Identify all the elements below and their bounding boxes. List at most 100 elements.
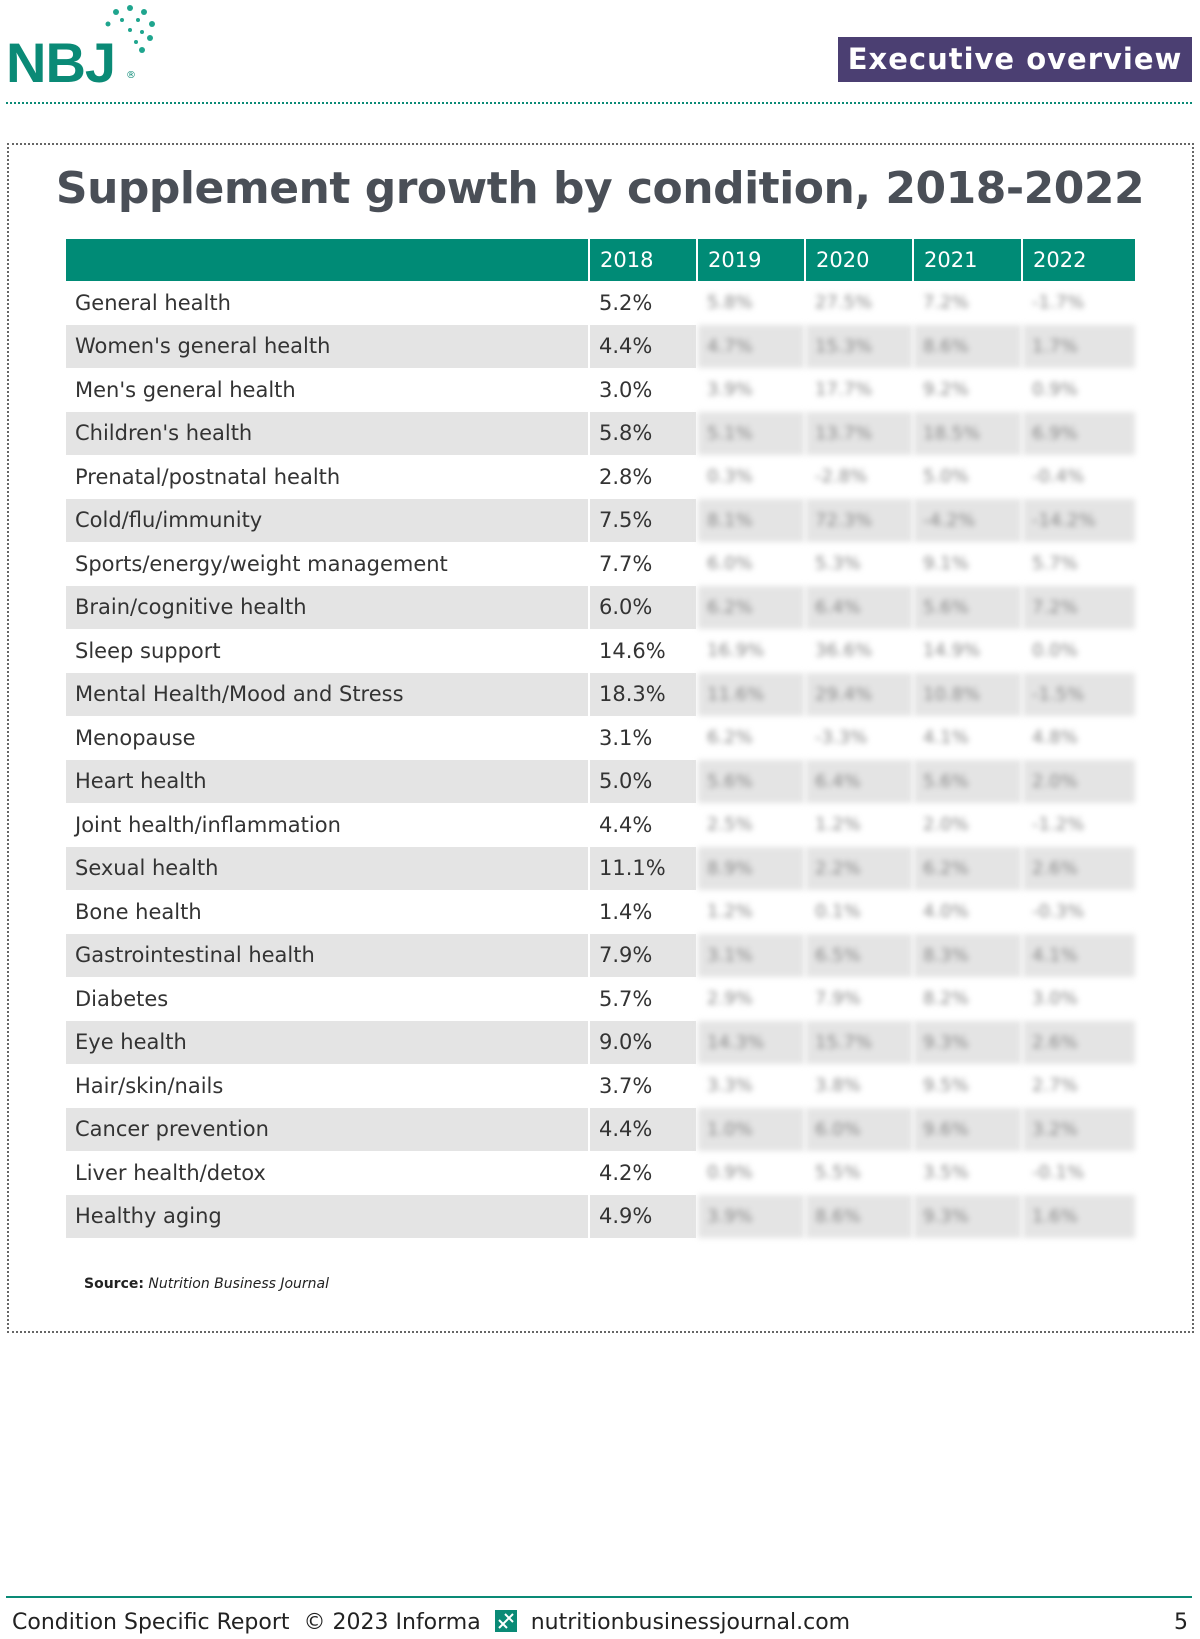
- cell-value: 16.9%: [697, 629, 806, 673]
- cell-value: 2.9%: [697, 977, 806, 1021]
- header-row: 2018 2019 2020 2021 2022: [66, 239, 1137, 281]
- footer-report: Condition Specific Report: [12, 1610, 290, 1635]
- cell-value: -0.4%: [1022, 455, 1137, 499]
- table-row: Bone health 1.4% 1.2% 0.1% 4.0% -0.3%: [66, 890, 1137, 934]
- cell-value: 2.5%: [697, 803, 806, 847]
- cell-value: 3.2%: [1022, 1107, 1137, 1151]
- cell-value: 8.1%: [697, 498, 806, 542]
- row-label: General health: [66, 281, 590, 325]
- cell-value: 5.0%: [589, 759, 698, 803]
- footer-line: [6, 1596, 1192, 1598]
- cell-value: 5.2%: [589, 281, 698, 325]
- row-label: Hair/skin/nails: [66, 1064, 590, 1108]
- divider: [6, 102, 1192, 104]
- cell-value: 4.4%: [589, 803, 698, 847]
- cell-value: 5.8%: [589, 411, 698, 455]
- row-label: Women's general health: [66, 324, 590, 368]
- cell-value: 18.5%: [913, 411, 1023, 455]
- cell-value: 3.7%: [589, 1064, 698, 1108]
- cell-value: 5.3%: [805, 542, 914, 586]
- cell-value: 0.1%: [805, 890, 914, 934]
- cell-value: 8.6%: [913, 324, 1023, 368]
- row-label: Menopause: [66, 716, 590, 760]
- cell-value: 4.0%: [913, 890, 1023, 934]
- cell-value: 4.1%: [1022, 933, 1137, 977]
- cell-value: 11.1%: [589, 846, 698, 890]
- row-label: Eye health: [66, 1020, 590, 1064]
- row-label: Cold/flu/immunity: [66, 498, 590, 542]
- cell-value: 2.0%: [1022, 759, 1137, 803]
- source-label: Source:: [84, 1276, 144, 1292]
- cell-value: 9.1%: [913, 542, 1023, 586]
- table-row: Eye health 9.0% 14.3% 15.7% 9.3% 2.6%: [66, 1020, 1137, 1064]
- cell-value: 2.8%: [589, 455, 698, 499]
- cell-value: 4.4%: [589, 1107, 698, 1151]
- cell-value: 1.7%: [1022, 324, 1137, 368]
- cell-value: 2.0%: [913, 803, 1023, 847]
- cell-value: -1.7%: [1022, 281, 1137, 325]
- table-row: Cancer prevention 4.4% 1.0% 6.0% 9.6% 3.2%: [66, 1107, 1137, 1151]
- cell-value: 4.9%: [589, 1194, 698, 1238]
- cell-value: 10.8%: [913, 672, 1023, 716]
- cell-value: 2.6%: [1022, 1020, 1137, 1064]
- cell-value: 7.5%: [589, 498, 698, 542]
- table-row: Healthy aging 4.9% 3.9% 8.6% 9.3% 1.6%: [66, 1194, 1137, 1238]
- table-title: Supplement growth by condition, 2018-202…: [55, 163, 1145, 214]
- row-label: Brain/cognitive health: [66, 585, 590, 629]
- cell-value: 15.3%: [805, 324, 914, 368]
- row-label: Diabetes: [66, 977, 590, 1021]
- cell-value: 6.0%: [805, 1107, 914, 1151]
- cell-value: 7.9%: [805, 977, 914, 1021]
- footer-icon: [494, 1610, 517, 1632]
- cell-value: 7.7%: [589, 542, 698, 586]
- table-row: Prenatal/postnatal health 2.8% 0.3% -2.8% 5.…: [66, 455, 1137, 499]
- cell-value: 1.2%: [805, 803, 914, 847]
- cell-value: 29.4%: [805, 672, 914, 716]
- column-header: 2022: [1022, 239, 1137, 281]
- cell-value: 2.7%: [1022, 1064, 1137, 1108]
- cell-value: 8.3%: [913, 933, 1023, 977]
- table-row: Sports/energy/weight management 7.7% 6.0% 5…: [66, 542, 1137, 586]
- cell-value: 9.2%: [913, 368, 1023, 412]
- column-header: 2019: [697, 239, 806, 281]
- logo-burst: [105, 5, 155, 53]
- table-row: Joint health/inflammation 4.4% 2.5% 1.2% 2.0…: [66, 803, 1137, 847]
- table-row: Women's general health 4.4% 4.7% 15.3% 8.6% 1…: [66, 324, 1137, 368]
- cell-value: 9.5%: [913, 1064, 1023, 1108]
- cell-value: 36.6%: [805, 629, 914, 673]
- cell-value: 4.4%: [589, 324, 698, 368]
- logo: NBJ: [6, 31, 116, 94]
- table-row: Cold/flu/immunity 7.5% 8.1% 72.3% -4.2% -14.2…: [66, 498, 1137, 542]
- footer-copyright: © 2023 Informa: [303, 1610, 481, 1635]
- cell-value: 1.2%: [697, 890, 806, 934]
- row-label: Sleep support: [66, 629, 590, 673]
- row-label: Men's general health: [66, 368, 590, 412]
- cell-value: -4.2%: [913, 498, 1023, 542]
- cell-value: 0.9%: [1022, 368, 1137, 412]
- cell-value: -1.5%: [1022, 672, 1137, 716]
- cell-value: 5.6%: [913, 759, 1023, 803]
- row-label: Cancer prevention: [66, 1107, 590, 1151]
- cell-value: 18.3%: [589, 672, 698, 716]
- cell-value: -14.2%: [1022, 498, 1137, 542]
- cell-value: 14.6%: [589, 629, 698, 673]
- growth-table: 2018 2019 2020 2021 2022 General health 5.2% 5…: [66, 239, 1137, 1238]
- cell-value: 9.0%: [589, 1020, 698, 1064]
- cell-value: 3.9%: [697, 368, 806, 412]
- footer-website: nutritionbusinessjournal.com: [530, 1610, 851, 1635]
- cell-value: 6.9%: [1022, 411, 1137, 455]
- cell-value: 0.9%: [697, 1151, 806, 1195]
- cell-value: 5.1%: [697, 411, 806, 455]
- row-label: Healthy aging: [66, 1194, 590, 1238]
- row-label: Liver health/detox: [66, 1151, 590, 1195]
- cell-value: 4.2%: [589, 1151, 698, 1195]
- cell-value: 8.6%: [805, 1194, 914, 1238]
- cell-value: 6.4%: [805, 585, 914, 629]
- table-row: Men's general health 3.0% 3.9% 17.7% 9.2% 0.9…: [66, 368, 1137, 412]
- cell-value: 5.7%: [589, 977, 698, 1021]
- cell-value: 4.7%: [697, 324, 806, 368]
- row-label: Heart health: [66, 759, 590, 803]
- section-label: Executive overview: [838, 37, 1192, 82]
- cell-value: 9.3%: [913, 1194, 1023, 1238]
- row-label: Prenatal/postnatal health: [66, 455, 590, 499]
